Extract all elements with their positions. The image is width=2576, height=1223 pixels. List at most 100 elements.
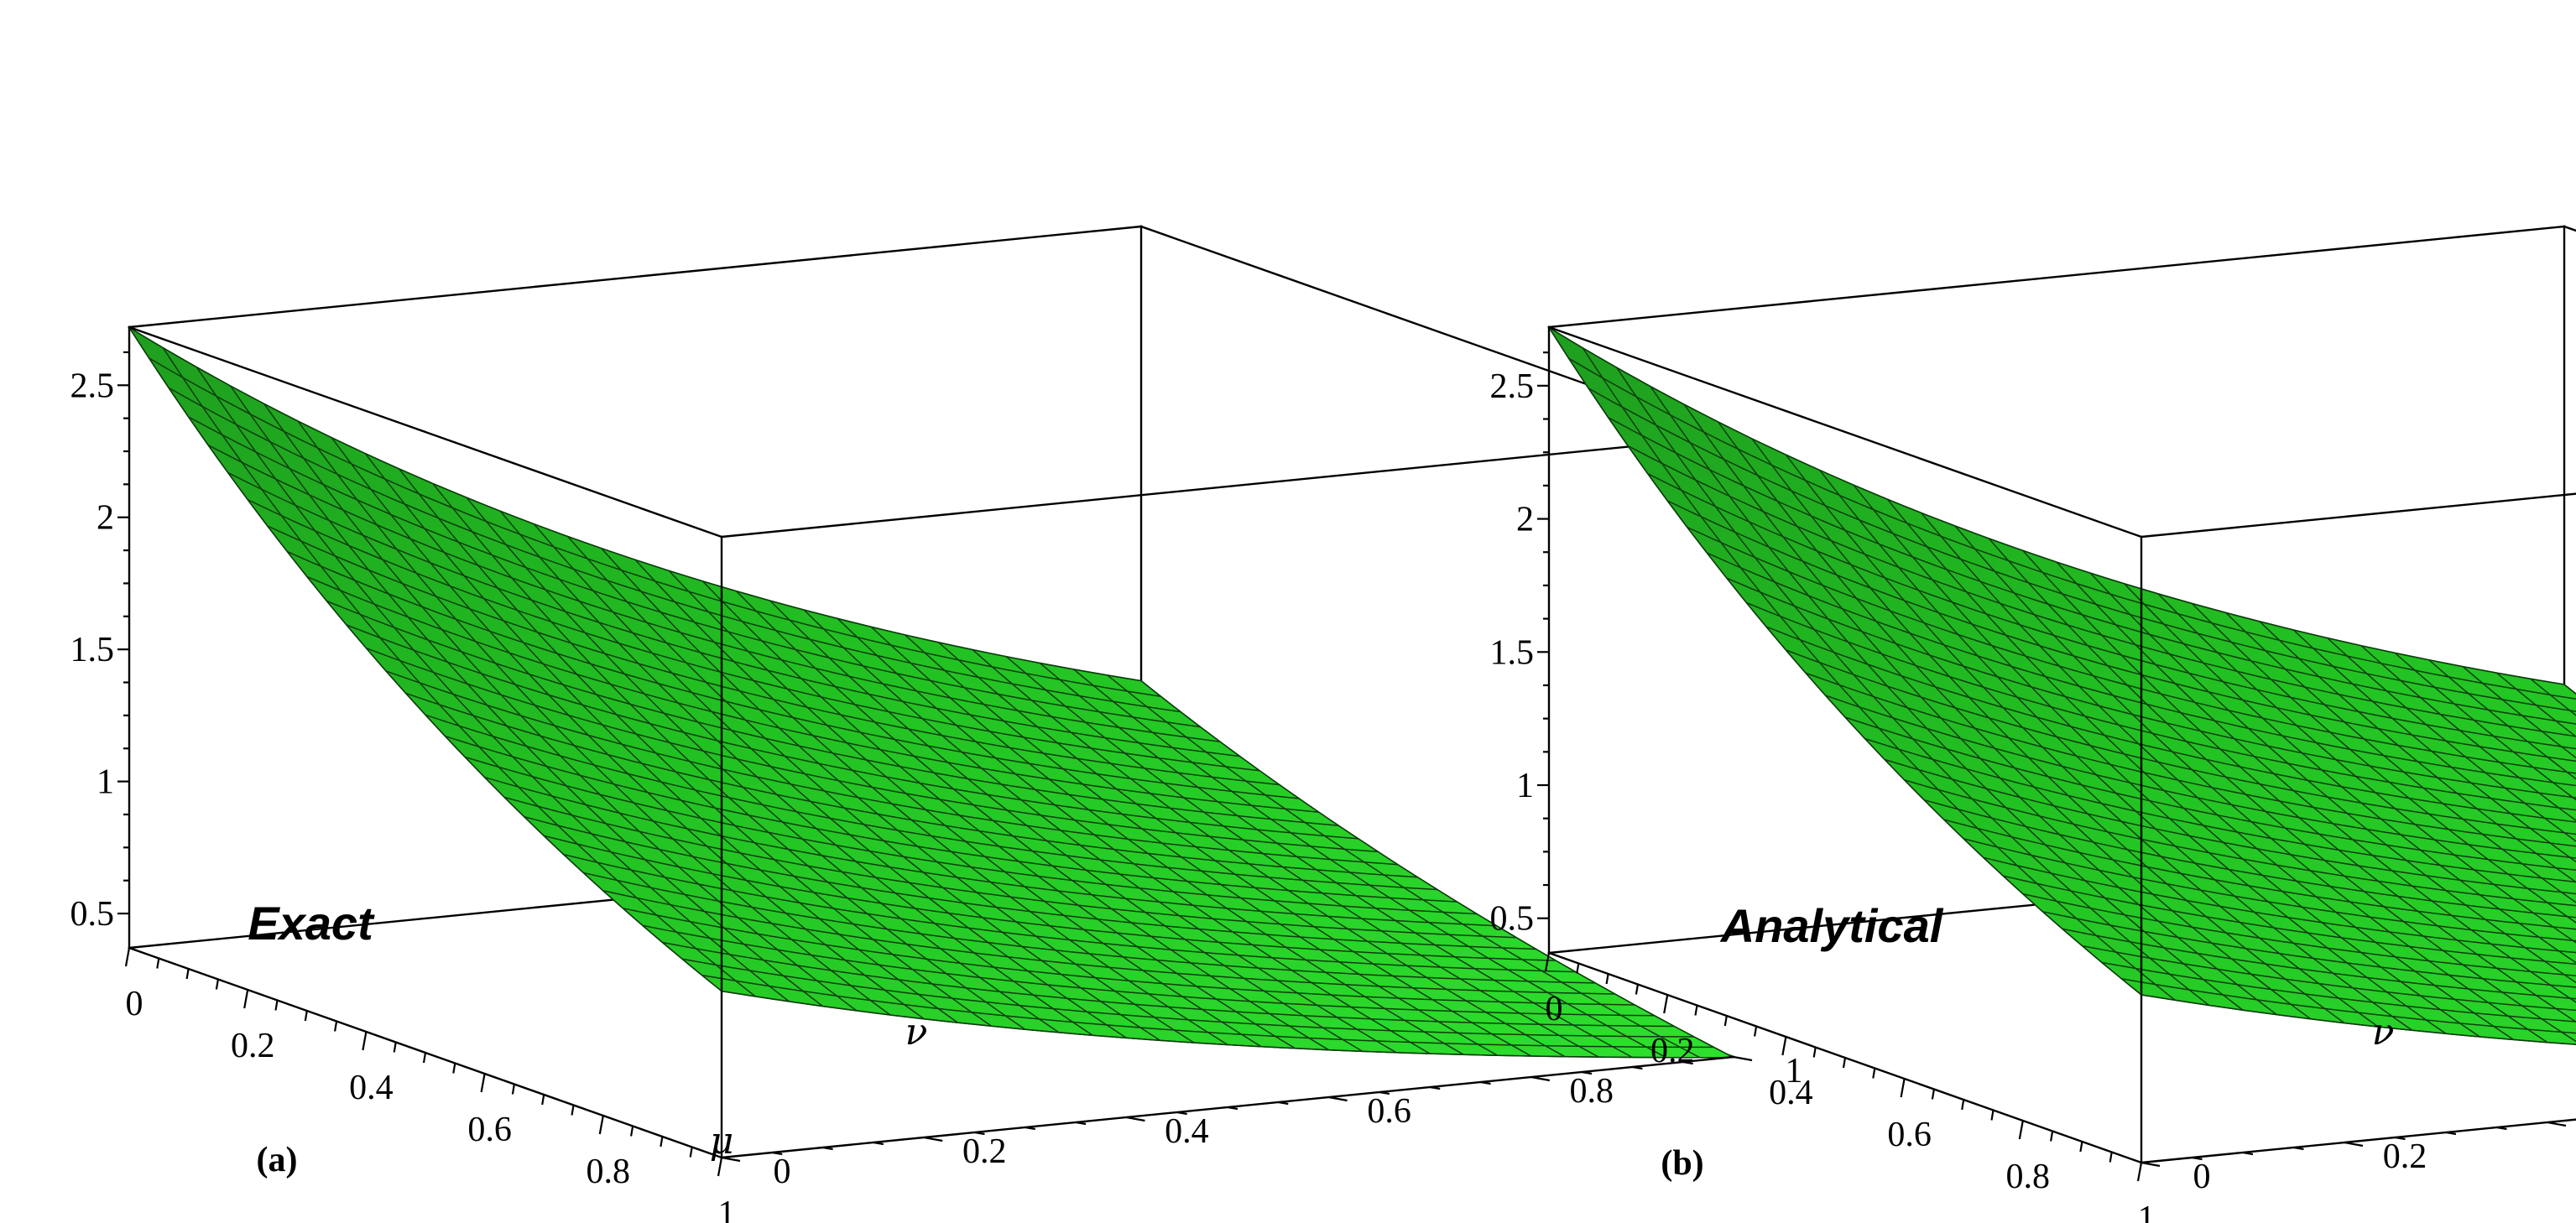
mesh-line-nu [905, 634, 1498, 1056]
nu-tick [1328, 1095, 1348, 1102]
z-axis: 0.5 1 1.5 2 2.5 [1490, 351, 1549, 939]
box-edge [2140, 492, 2576, 539]
surface-patch [1548, 326, 2576, 1045]
nu-minor-tick [2496, 1126, 2507, 1131]
mu-tick [362, 1031, 368, 1051]
mesh-line-nu [2157, 593, 2576, 944]
mesh-line-nu [499, 510, 1093, 1036]
box-edge [2563, 225, 2576, 232]
mesh-line-nu [263, 403, 858, 1012]
nu-tick [2547, 1121, 2567, 1127]
z-tick-label: 0.5 [70, 895, 115, 934]
mu-tick-label: 0.6 [1887, 1116, 1932, 1154]
mu-tick [598, 1115, 604, 1135]
box-edge [1547, 325, 2143, 539]
mu-minor-tick [1990, 1110, 1995, 1121]
mu-minor-tick [1812, 1047, 1817, 1058]
nu-tick [2344, 1141, 2364, 1148]
mesh-line-nu [1785, 454, 2379, 1028]
mu-minor-tick [304, 1010, 308, 1022]
nu-minor-tick [1379, 1090, 1390, 1095]
nu-minor-tick [772, 1151, 783, 1156]
mu-minor-tick [185, 968, 190, 980]
panel-title: Analytical [1719, 899, 1944, 952]
mesh-line-nu [668, 570, 1262, 1048]
mu-minor-tick [1872, 1068, 1876, 1079]
mu-minor-tick [2050, 1131, 2054, 1142]
mesh-line-nu [466, 497, 1060, 1033]
mesh-line-nu [1005, 656, 1599, 1058]
mu-tick-label: 0.2 [231, 1027, 275, 1065]
mesh-line-nu [1751, 438, 2345, 1024]
mesh-line-nu [1819, 470, 2413, 1031]
mesh-line-nu [1718, 421, 2312, 1020]
mu-tick [717, 1157, 723, 1177]
nu-tick-label: 0 [2193, 1158, 2211, 1196]
nu-minor-tick [1480, 1080, 1491, 1085]
mesh-line-nu [1954, 525, 2548, 1043]
mu-tick-label: 0.4 [349, 1069, 394, 1107]
mesh-line-nu [634, 559, 1228, 1046]
mesh-line-nu [432, 482, 1026, 1030]
mesh-line-nu [601, 548, 1195, 1043]
box-edge [2140, 1118, 2576, 1164]
mesh-line-nu [2056, 561, 2576, 1003]
box-edge [128, 325, 723, 539]
nu-minor-tick [1075, 1121, 1087, 1126]
mu-minor-tick [2079, 1141, 2083, 1153]
mesh-line-nu [1921, 512, 2515, 1041]
mesh-line-nu [1853, 484, 2447, 1034]
nu-minor-tick [822, 1146, 833, 1151]
mesh-line-nu [331, 437, 925, 1020]
nu-minor-tick [1682, 1060, 1693, 1065]
nu-minor-tick [1025, 1126, 1035, 1131]
nu-minor-tick [873, 1141, 884, 1146]
mu-tick-label: 0.6 [467, 1111, 512, 1149]
z-tick-label: 2.5 [70, 367, 115, 405]
mesh-line-nu [128, 327, 722, 992]
mesh-line-nu [2360, 645, 2576, 822]
mesh-line-nu [1683, 403, 2277, 1016]
mesh-line-nu [972, 648, 1566, 1058]
mu-tick [480, 1073, 486, 1093]
mu-minor-tick [1694, 1005, 1698, 1016]
nu-tick-label: 0.2 [2383, 1137, 2427, 1176]
mu-tick [243, 989, 249, 1009]
mu-minor-tick [660, 1136, 664, 1148]
mesh-line-nu [2022, 549, 2576, 1023]
nu-axis: 00.20.40.60.81ν [721, 1011, 1803, 1191]
mesh-line-nu [1140, 680, 1734, 1059]
nu-minor-tick [1278, 1101, 1289, 1106]
mu-axis: 0 0.2 0.4 0.6 0.8 1 μ [124, 947, 736, 1223]
mu-minor-tick [571, 1105, 575, 1116]
mesh-line-nu [2428, 659, 2576, 780]
nu-minor-tick [2445, 1131, 2457, 1136]
panel-b: 0.511.522.500.20.40.60.81μ00.20.40.60.81… [1490, 225, 2576, 1223]
mu-axis-label: μ [710, 1120, 734, 1163]
mu-minor-tick [1605, 973, 1609, 985]
nu-tick [1530, 1075, 1550, 1082]
nu-tick-label: 1 [1786, 1052, 1803, 1090]
nu-minor-tick [1430, 1085, 1441, 1090]
box-edge [128, 225, 1143, 329]
nu-axis: 00.20.40.60.81ν [2141, 1011, 2567, 1196]
mu-minor-tick [215, 979, 219, 990]
nu-tick-label: 0.2 [962, 1132, 1007, 1171]
mu-minor-tick [274, 1000, 279, 1011]
mesh-line-nu [1650, 386, 2244, 1011]
nu-minor-tick [2192, 1156, 2203, 1161]
mesh-line-nu [162, 347, 756, 997]
mesh-line-nu [938, 642, 1532, 1057]
z-axis: 0.5 1 1.5 2 2.5 [70, 351, 129, 934]
mu-tick-label: 0.2 [1650, 1032, 1695, 1070]
mesh-line-nu [837, 617, 1431, 1054]
mesh-line-nu [2191, 602, 2576, 924]
nu-axis-label: ν [2372, 1011, 2395, 1054]
mu-minor-tick [1723, 1015, 1728, 1027]
mu-tick [124, 947, 131, 967]
mu-minor-tick [630, 1126, 634, 1137]
mu-tick [2136, 1162, 2143, 1182]
nu-axis-label: ν [905, 1011, 928, 1054]
mesh-line-nu [196, 367, 790, 1002]
